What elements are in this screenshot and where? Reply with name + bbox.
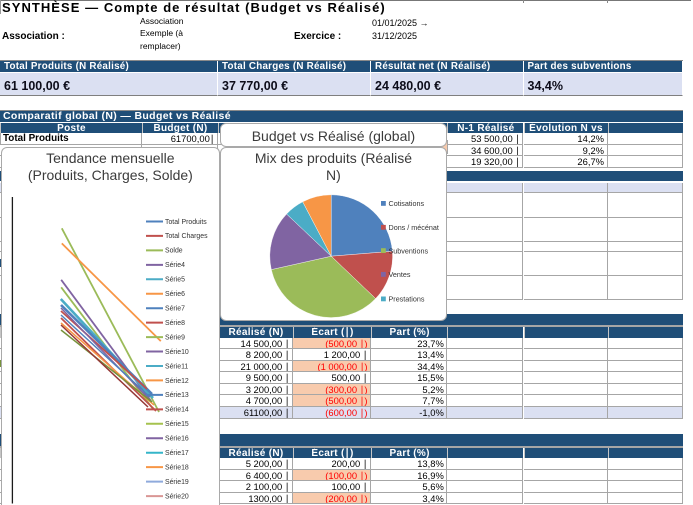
svg-text:Total Produits: Total Produits bbox=[165, 219, 207, 226]
svg-text:Série8: Série8 bbox=[165, 320, 185, 327]
svg-text:Solde: Solde bbox=[165, 248, 183, 255]
svg-text:Série13: Série13 bbox=[165, 392, 189, 399]
svg-text:Série10: Série10 bbox=[165, 349, 189, 356]
svg-text:Total Charges: Total Charges bbox=[165, 233, 208, 240]
svg-text:Série7: Série7 bbox=[165, 306, 185, 313]
svg-text:Série9: Série9 bbox=[165, 334, 185, 341]
svg-text:Prestations: Prestations bbox=[389, 295, 425, 304]
svg-text:Subventions: Subventions bbox=[389, 246, 429, 255]
svg-text:Série5: Série5 bbox=[165, 277, 185, 284]
svg-text:Série12: Série12 bbox=[165, 378, 189, 385]
svg-text:Série6: Série6 bbox=[165, 291, 185, 298]
svg-text:Ventes: Ventes bbox=[389, 270, 411, 279]
svg-text:Série4: Série4 bbox=[165, 262, 185, 269]
svg-text:Série20: Série20 bbox=[165, 493, 189, 500]
svg-text:Série18: Série18 bbox=[165, 464, 189, 471]
svg-text:Série17: Série17 bbox=[165, 450, 189, 457]
svg-text:Série16: Série16 bbox=[165, 436, 189, 443]
svg-text:Cotisations: Cotisations bbox=[389, 199, 425, 208]
svg-text:Dons / mécénat: Dons / mécénat bbox=[389, 223, 439, 232]
svg-text:Série15: Série15 bbox=[165, 421, 189, 428]
svg-text:Série11: Série11 bbox=[165, 363, 188, 370]
svg-text:Série19: Série19 bbox=[165, 479, 189, 486]
svg-text:Série14: Série14 bbox=[165, 407, 189, 414]
